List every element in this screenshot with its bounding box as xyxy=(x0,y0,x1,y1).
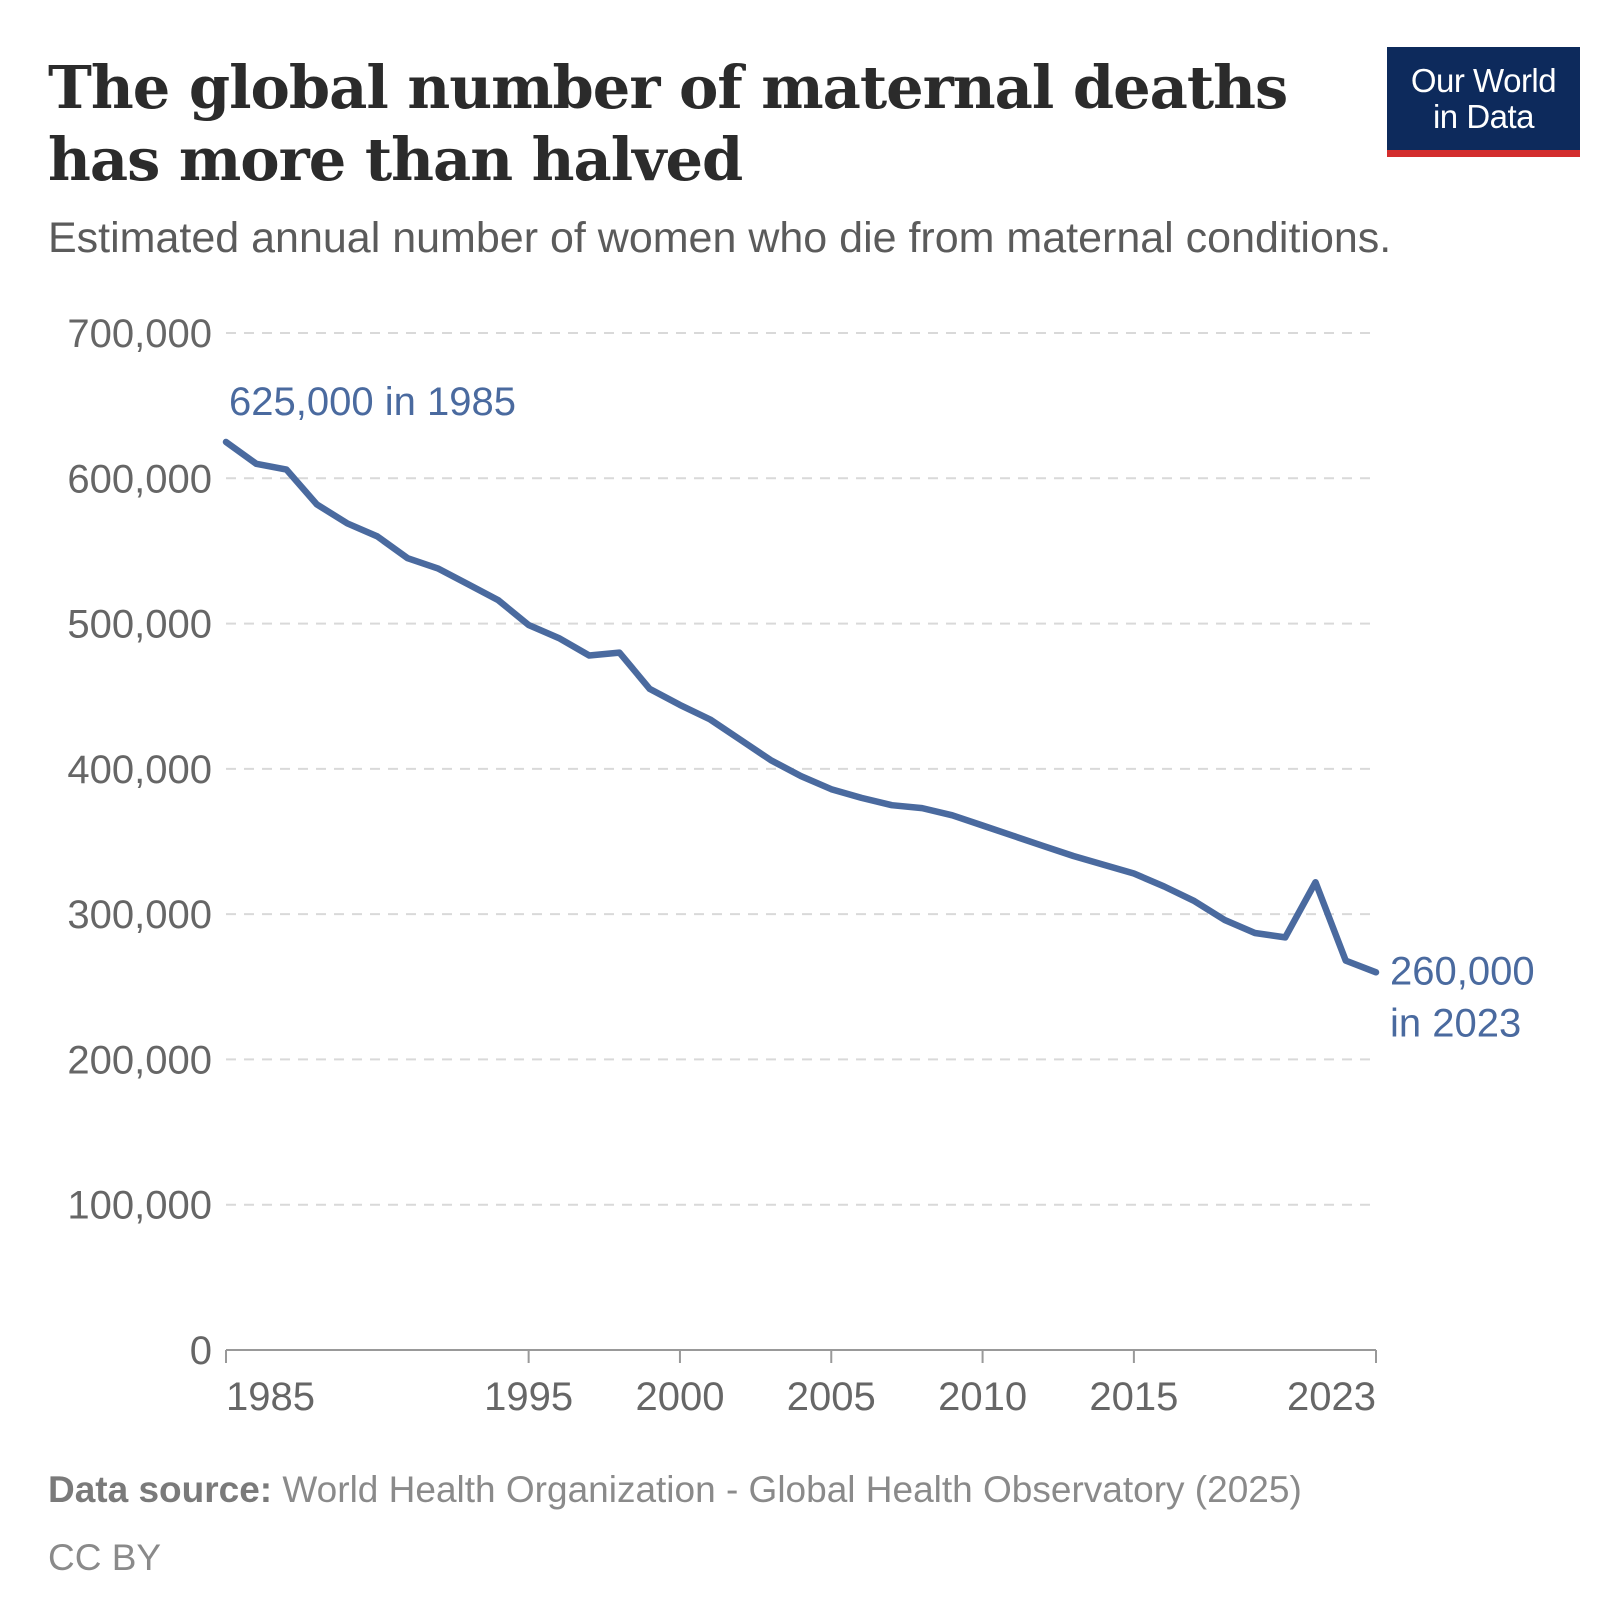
x-tick-label: 2010 xyxy=(938,1375,1027,1419)
y-tick-label: 400,000 xyxy=(67,748,212,792)
y-tick-label: 0 xyxy=(190,1329,212,1373)
series-line xyxy=(222,438,1380,976)
x-tick-label: 2005 xyxy=(787,1375,876,1419)
data-source: Data source: World Health Organization -… xyxy=(48,1466,1568,1514)
chart-subtitle: Estimated annual number of women who die… xyxy=(48,214,1392,262)
y-tick-label: 200,000 xyxy=(67,1038,212,1082)
y-tick-label: 100,000 xyxy=(67,1184,212,1228)
title-line-2: has more than halved xyxy=(48,125,743,194)
chart-title: The global number of maternal deaths has… xyxy=(48,52,1308,196)
x-tick-label: 2023 xyxy=(1287,1375,1376,1419)
x-tick-label: 1995 xyxy=(484,1375,573,1419)
start-value-label: 625,000 in 1985 xyxy=(229,380,516,424)
data-source-text: World Health Organization - Global Healt… xyxy=(272,1469,1302,1510)
x-axis: 1985 1995 2000 2005 2010 2015 2023 xyxy=(225,1349,1377,1419)
y-tick-label: 500,000 xyxy=(67,603,212,647)
x-tick-label: 2000 xyxy=(635,1375,724,1419)
end-value-label: 260,000 xyxy=(1390,949,1535,993)
title-line-1: The global number of maternal deaths xyxy=(48,53,1288,122)
annotations: 625,000 in 1985 260,000 in 2023 xyxy=(229,380,1535,1045)
y-tick-label: 300,000 xyxy=(67,893,212,937)
end-year-label: in 2023 xyxy=(1390,1001,1521,1045)
logo-line-1: Our World xyxy=(1410,61,1557,99)
series-layer xyxy=(222,438,1380,976)
y-tick-label: 700,000 xyxy=(67,312,212,356)
y-tick-label: 600,000 xyxy=(67,457,212,501)
x-tick-label: 1985 xyxy=(226,1375,315,1419)
data-source-label: Data source: xyxy=(48,1469,273,1510)
license-label: CC BY xyxy=(48,1537,162,1578)
x-tick-label: 2015 xyxy=(1089,1375,1178,1419)
logo-line-2: in Data xyxy=(1432,97,1535,135)
grid-lines xyxy=(226,332,1376,1206)
owid-logo[interactable]: Our World in Data xyxy=(1387,47,1580,157)
y-axis: 0 100,000 200,000 300,000 400,000 500,000 600,… xyxy=(67,312,212,1373)
